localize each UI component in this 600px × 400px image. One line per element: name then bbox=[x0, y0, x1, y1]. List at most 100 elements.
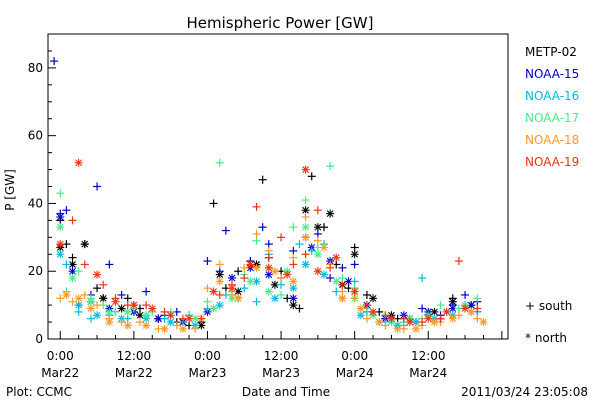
data-point-south bbox=[301, 250, 310, 259]
data-point-north bbox=[215, 301, 224, 310]
data-point-north bbox=[148, 304, 157, 313]
data-point-north bbox=[99, 294, 108, 303]
x-tick-time: 12:00 bbox=[117, 349, 152, 363]
data-point-south bbox=[68, 216, 77, 225]
data-point-south bbox=[117, 318, 126, 327]
data-point-south bbox=[264, 253, 273, 262]
x-tick-date: Mar23 bbox=[262, 366, 300, 380]
x-axis: 0:00 Mar22 12:00 Mar22 0:00 Mar23 12:00 Mar23 0:… bbox=[41, 331, 503, 380]
data-point-north bbox=[228, 284, 236, 293]
data-point-north bbox=[117, 304, 126, 313]
data-points bbox=[50, 57, 488, 333]
data-point-north bbox=[356, 304, 365, 313]
data-point-north bbox=[270, 267, 279, 276]
x-tick-time: 0:00 bbox=[47, 349, 74, 363]
y-tick-label: 40 bbox=[28, 196, 43, 210]
data-point-south bbox=[99, 280, 108, 289]
data-point-north bbox=[123, 307, 132, 316]
data-point-north bbox=[93, 311, 102, 320]
data-point-north bbox=[142, 311, 151, 320]
data-point-north bbox=[320, 270, 328, 279]
data-point-north bbox=[74, 301, 83, 310]
data-point-north bbox=[430, 318, 439, 327]
data-point-north bbox=[479, 318, 488, 327]
data-point-south bbox=[240, 274, 249, 282]
data-point-north bbox=[301, 233, 310, 242]
data-point-north bbox=[178, 324, 187, 333]
data-point-south bbox=[93, 284, 102, 293]
data-point-north bbox=[166, 318, 175, 327]
data-point-north bbox=[56, 250, 65, 259]
data-point-south bbox=[473, 304, 482, 313]
footer-credit: Plot: CCMC bbox=[6, 385, 72, 399]
data-point-north bbox=[369, 294, 378, 303]
data-point-south bbox=[277, 290, 286, 299]
data-point-south bbox=[350, 243, 359, 252]
data-point-north bbox=[123, 321, 132, 330]
x-axis-label: Date and Time bbox=[242, 385, 330, 399]
data-point-north bbox=[80, 240, 89, 249]
data-point-north bbox=[326, 209, 335, 218]
data-point-south bbox=[74, 307, 83, 316]
x-tick-date: Mar22 bbox=[41, 366, 79, 380]
data-point-south bbox=[277, 280, 286, 289]
data-point-north bbox=[424, 314, 433, 323]
data-point-north bbox=[467, 307, 476, 316]
data-point-south bbox=[307, 172, 316, 181]
data-point-north bbox=[313, 223, 322, 232]
data-point-south bbox=[203, 257, 212, 266]
data-point-south bbox=[454, 257, 463, 266]
data-point-north bbox=[129, 301, 138, 310]
data-point-south bbox=[350, 260, 359, 269]
data-point-south bbox=[136, 318, 144, 327]
data-point-north bbox=[313, 267, 322, 276]
data-point-south bbox=[80, 290, 89, 299]
data-point-south bbox=[362, 290, 371, 299]
data-point-south bbox=[295, 240, 304, 249]
footer-timestamp: 2011/03/24 23:05:08 bbox=[461, 385, 588, 399]
data-point-north bbox=[197, 321, 206, 330]
data-point-north bbox=[93, 270, 102, 279]
data-point-north bbox=[338, 294, 347, 303]
data-point-south bbox=[381, 321, 390, 330]
data-point-south bbox=[301, 196, 310, 205]
data-point-south bbox=[258, 175, 267, 184]
data-point-south bbox=[326, 274, 335, 282]
data-point-north bbox=[228, 274, 236, 282]
data-point-south bbox=[252, 297, 261, 306]
data-point-south bbox=[277, 233, 286, 242]
data-point-north bbox=[301, 223, 310, 232]
data-point-south bbox=[215, 267, 224, 276]
data-point-south bbox=[326, 162, 335, 171]
data-point-south bbox=[215, 158, 224, 167]
data-point-south bbox=[307, 246, 316, 255]
data-point-south bbox=[454, 311, 463, 320]
data-point-north bbox=[105, 307, 114, 316]
data-point-north bbox=[209, 287, 218, 296]
y-tick-label: 0 bbox=[35, 332, 43, 346]
data-point-south bbox=[264, 240, 273, 249]
data-point-south bbox=[160, 314, 169, 323]
data-point-south bbox=[68, 297, 77, 306]
data-point-north bbox=[356, 311, 365, 320]
data-point-north bbox=[313, 250, 322, 259]
data-point-north bbox=[301, 206, 310, 215]
y-axis: 0 20 40 60 80 bbox=[28, 33, 56, 346]
x-tick-time: 12:00 bbox=[264, 349, 299, 363]
x-tick-time: 12:00 bbox=[411, 349, 446, 363]
data-point-south bbox=[105, 260, 114, 269]
data-point-south bbox=[326, 263, 335, 272]
data-point-north bbox=[332, 253, 341, 262]
y-axis-label: P [GW] bbox=[3, 169, 17, 211]
marker-legend-north: * north bbox=[525, 331, 567, 345]
data-point-north bbox=[252, 277, 261, 286]
x-tick-date: Mar24 bbox=[409, 366, 447, 380]
x-tick-date: Mar24 bbox=[336, 366, 374, 380]
data-point-north bbox=[405, 318, 414, 327]
data-point-south bbox=[418, 318, 427, 327]
data-point-south bbox=[160, 307, 169, 316]
data-point-north bbox=[412, 324, 420, 333]
data-point-north bbox=[56, 213, 65, 221]
data-point-south bbox=[301, 213, 310, 221]
data-point-north bbox=[289, 277, 298, 286]
